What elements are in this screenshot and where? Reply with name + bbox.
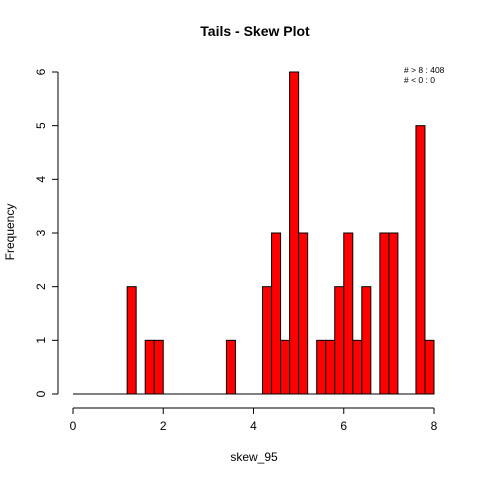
- chart-title: Tails - Skew Plot: [200, 23, 310, 39]
- x-tick-label: 0: [70, 419, 77, 433]
- y-tick-label: 5: [34, 122, 48, 129]
- y-axis: 0 1 2 3 4 5 6: [34, 68, 59, 397]
- x-axis: 0 2 4 6 8: [70, 407, 438, 433]
- y-tick-label: 6: [34, 68, 48, 75]
- x-tick-label: 4: [250, 419, 257, 433]
- histogram-bar: [424, 339, 435, 395]
- histogram-bar: [361, 286, 372, 395]
- histogram-bar: [316, 339, 327, 395]
- x-tick-label: 8: [431, 419, 438, 433]
- histogram-bar: [415, 125, 426, 395]
- x-tick-label: 2: [160, 419, 167, 433]
- annotation-below-range: # < 0 : 0: [404, 75, 435, 85]
- histogram-bar: [225, 339, 236, 395]
- histogram-bar: [343, 232, 354, 395]
- histogram-bar: [262, 286, 273, 395]
- histogram-bar: [280, 339, 291, 395]
- x-tick-label: 6: [340, 419, 347, 433]
- histogram-bar: [325, 339, 336, 395]
- y-tick-label: 2: [34, 283, 48, 290]
- y-tick-label: 3: [34, 229, 48, 236]
- annotation-above-range: # > 8 : 408: [404, 65, 445, 75]
- bars-layer: [126, 71, 435, 395]
- histogram-bar: [334, 286, 345, 395]
- histogram-bar: [153, 339, 164, 395]
- histogram-bar: [289, 71, 300, 395]
- y-tick-label: 1: [34, 337, 48, 344]
- histogram-bar: [271, 232, 282, 395]
- histogram-bar: [144, 339, 155, 395]
- y-tick-label: 0: [34, 390, 48, 397]
- annotation-block: # > 8 : 408 # < 0 : 0: [404, 65, 445, 85]
- histogram-bar: [298, 232, 309, 395]
- histogram-bar: [352, 339, 363, 395]
- x-axis-label: skew_95: [230, 450, 278, 464]
- y-axis-label: Frequency: [3, 204, 17, 261]
- histogram-bar: [379, 232, 390, 395]
- y-tick-label: 4: [34, 176, 48, 183]
- histogram-bar: [126, 286, 137, 395]
- histogram-bar: [388, 232, 399, 395]
